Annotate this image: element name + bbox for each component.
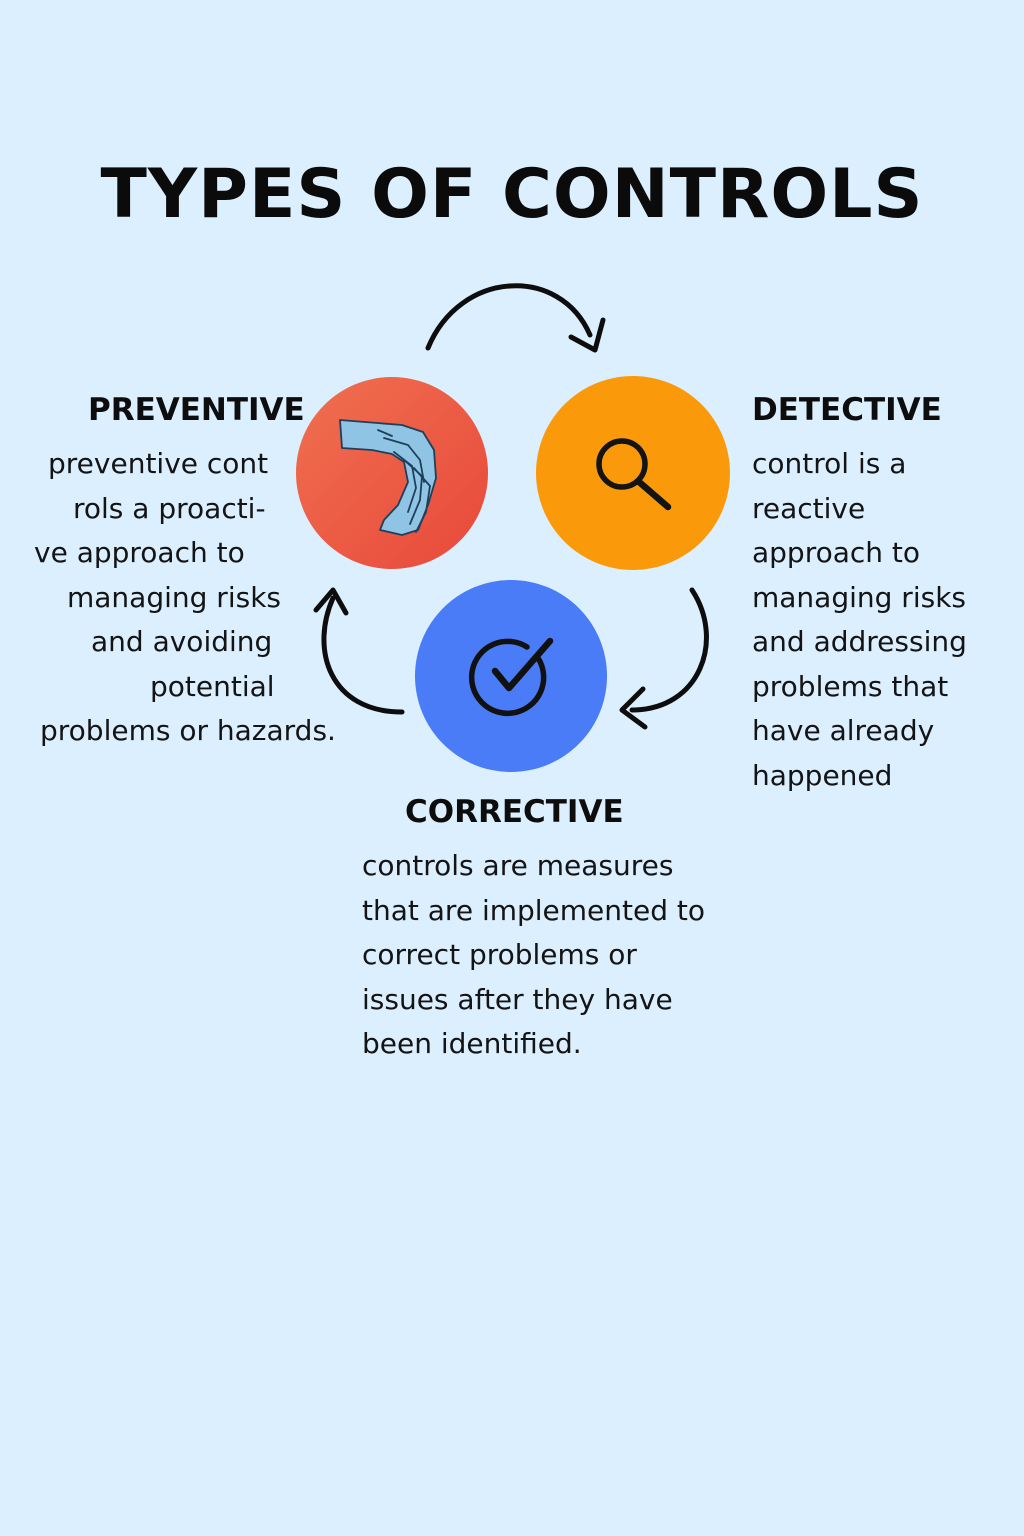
detective-label: DETECTIVE bbox=[752, 392, 942, 428]
detective-desc-line: approach to bbox=[752, 536, 921, 569]
hand-icon bbox=[339, 419, 437, 536]
detective-desc-line: reactive bbox=[752, 491, 866, 525]
preventive-desc-line: and avoiding bbox=[91, 625, 273, 658]
corrective-desc-line: controls are measures bbox=[362, 849, 674, 882]
corrective-description: controls are measures that are implement… bbox=[362, 844, 762, 1067]
preventive-desc-line: problems or hazards. bbox=[40, 714, 336, 747]
node-corrective bbox=[415, 580, 607, 772]
page-title: TYPES OF CONTROLS bbox=[100, 155, 924, 234]
detective-desc-line: and addressing bbox=[752, 625, 967, 658]
detective-desc-line: have already bbox=[752, 714, 935, 747]
preventive-desc-line: potential bbox=[150, 669, 275, 703]
detective-description: control is a reactive approach to managi… bbox=[752, 442, 1012, 798]
corrective-desc-line: correct problems or bbox=[362, 938, 637, 971]
node-detective bbox=[536, 376, 730, 570]
corrective-label: CORRECTIVE bbox=[405, 794, 624, 830]
detective-desc-line: problems that bbox=[752, 669, 949, 703]
preventive-desc-line: preventive cont bbox=[48, 447, 269, 480]
detective-desc-line: managing risks bbox=[752, 580, 966, 614]
corrective-desc-line: that are implemented to bbox=[362, 893, 706, 927]
node-preventive bbox=[296, 377, 488, 569]
preventive-desc-line: ve approach to bbox=[34, 536, 245, 569]
detective-desc-line: control is a bbox=[752, 447, 907, 480]
preventive-desc-line: managing risks bbox=[67, 580, 281, 614]
magnifier-icon bbox=[596, 438, 672, 511]
detective-desc-line: happened bbox=[752, 758, 893, 792]
edge-detective-to-corrective bbox=[619, 587, 709, 730]
preventive-desc-line: rols a proacti- bbox=[73, 491, 266, 525]
preventive-description: preventive cont rols a proacti- ve appro… bbox=[20, 442, 370, 754]
edge-corrective-to-preventive bbox=[313, 587, 405, 715]
check-circle-icon bbox=[468, 637, 554, 717]
edge-preventive-to-detective bbox=[425, 283, 606, 353]
preventive-label: PREVENTIVE bbox=[88, 392, 305, 428]
corrective-desc-line: been identified. bbox=[362, 1027, 582, 1060]
corrective-desc-line: issues after they have bbox=[362, 982, 673, 1016]
